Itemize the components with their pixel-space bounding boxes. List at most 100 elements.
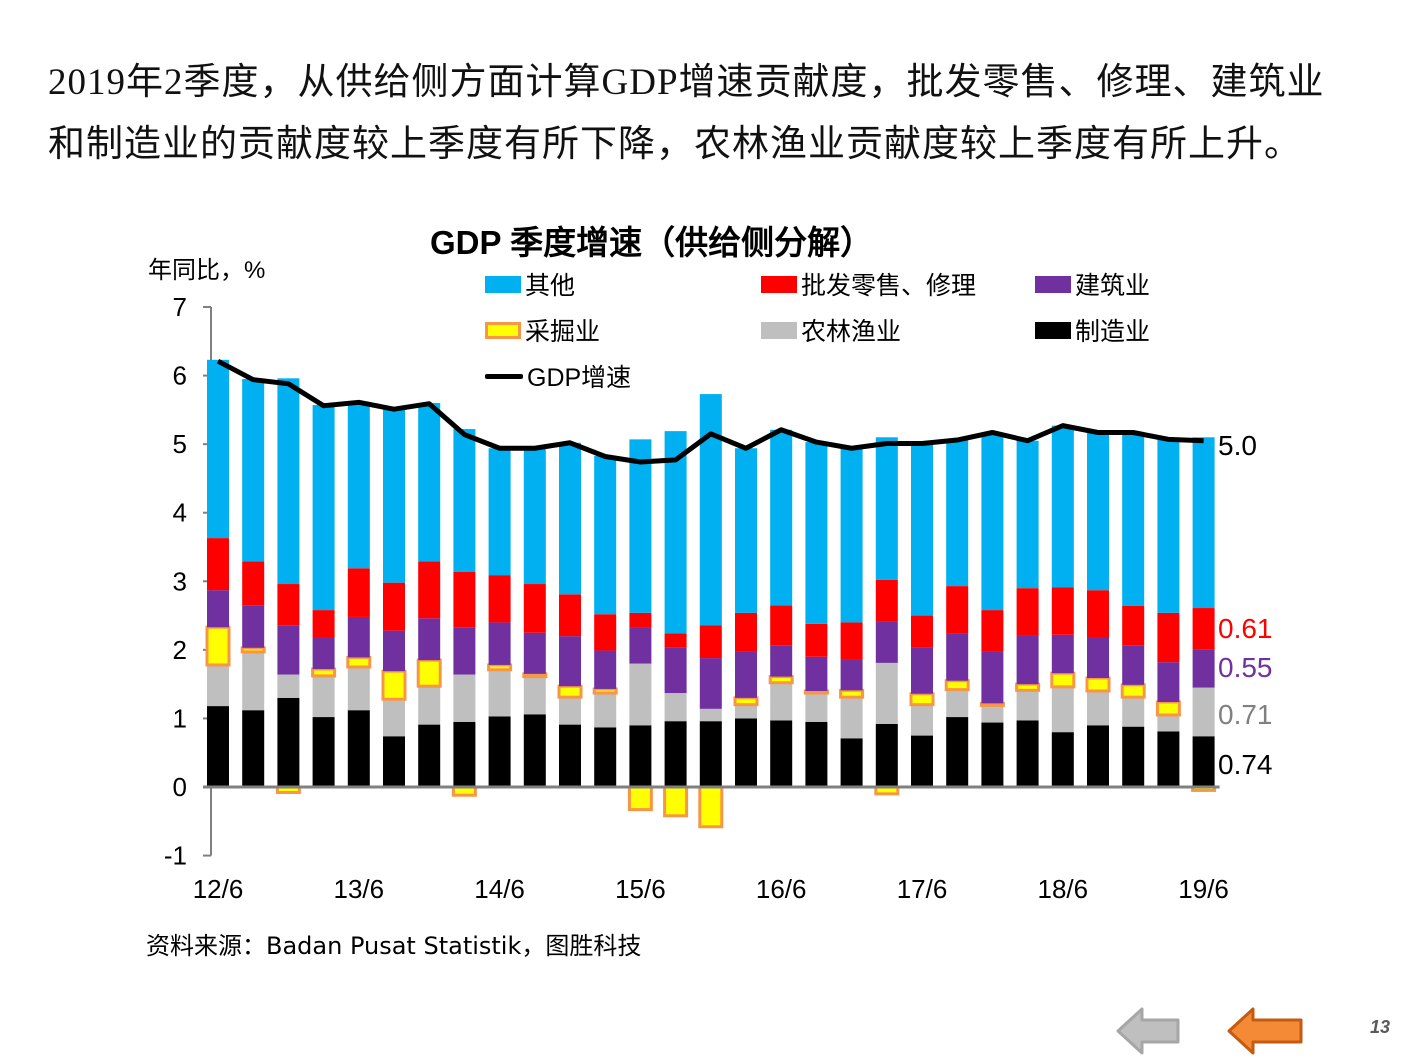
arrow-left-icon [1225,1005,1305,1057]
bar-segment-other [277,378,299,584]
page-number: 13 [1370,1017,1390,1038]
bar-segment-manufacturing [242,710,264,787]
bar-segment-wholesale [453,572,475,628]
bar-segment-mining [629,787,651,810]
bar-segment-other [1017,441,1039,588]
x-tick-label: 17/6 [897,874,948,904]
bar-segment-other [313,405,335,610]
bar-segment-construction [629,628,651,664]
bar-segment-manufacturing [946,717,968,787]
bar-segment-other [841,448,863,622]
bar-segment-other [559,443,581,595]
bar-segment-construction [700,658,722,709]
arrow-left-icon [1114,1005,1184,1057]
bar-segment-wholesale [735,613,757,652]
bar-segment-wholesale [770,605,792,645]
bar-segment-other [453,429,475,572]
bar-segment-construction [911,647,933,694]
bar-segment-construction [1122,646,1144,685]
bar-segment-manufacturing [1122,727,1144,787]
bar-segment-wholesale [841,622,863,659]
bar-segment-manufacturing [841,738,863,787]
x-tick-label: 14/6 [474,874,525,904]
source-note: 资料来源：Badan Pusat Statistik，图胜科技 [146,926,641,961]
bar-segment-agriculture [453,675,475,722]
x-tick-label: 16/6 [756,874,807,904]
bar-segment-mining [418,660,440,686]
bar-segment-wholesale [876,580,898,621]
bar-segment-agriculture [1193,688,1215,737]
y-tick-label: 2 [173,635,187,665]
bar-segment-wholesale [1157,613,1179,662]
y-tick-label: 5 [173,429,187,459]
annotation-manufacturing: 0.74 [1218,749,1273,780]
bar-segment-mining [489,665,511,670]
bar-segment-wholesale [348,568,370,617]
bar-segment-construction [770,646,792,677]
bar-segment-other [524,448,546,584]
bar-segment-manufacturing [665,721,687,787]
bar-segment-manufacturing [805,722,827,787]
bar-segment-mining [242,648,264,652]
x-tick-label: 12/6 [193,874,244,904]
bar-segment-construction [876,621,898,663]
bar-segment-manufacturing [770,720,792,787]
bar-segment-other [805,442,827,624]
bar-segment-manufacturing [735,718,757,787]
y-tick-label: 7 [173,292,187,322]
bar-segment-manufacturing [383,736,405,787]
bar-segment-construction [1157,662,1179,702]
bar-segment-other [735,448,757,613]
bar-segment-mining [559,686,581,697]
bar-segment-wholesale [805,624,827,657]
bar-segment-construction [1017,635,1039,684]
bar-segment-mining [1087,678,1109,691]
bar-segment-other [383,410,405,583]
bar-segment-construction [594,651,616,689]
bar-segment-agriculture [805,693,827,722]
bar-segment-construction [313,638,335,670]
bar-segment-other [1052,426,1074,588]
bar-segment-wholesale [911,616,933,648]
bar-segment-manufacturing [489,716,511,787]
bar-segment-other [207,360,229,538]
bar-segment-wholesale [946,586,968,633]
bar-segment-mining [348,657,370,667]
back-button[interactable] [1225,1005,1295,1057]
bar-segment-manufacturing [1193,736,1215,787]
bar-segment-mining [805,691,827,693]
previous-page-button[interactable] [1114,1005,1184,1057]
bar-segment-agriculture [348,667,370,710]
x-tick-label: 15/6 [615,874,666,904]
bar-segment-agriculture [277,675,299,698]
bar-segment-other [1193,437,1215,608]
bar-segment-other [876,437,898,580]
bar-segment-agriculture [1157,715,1179,731]
bar-segment-wholesale [418,561,440,618]
bar-segment-mining [665,787,687,816]
annotation-construction: 0.55 [1218,652,1273,683]
bar-segment-manufacturing [876,724,898,787]
bar-segment-manufacturing [981,723,1003,787]
bar-segment-other [1122,432,1144,605]
bar-segment-agriculture [665,693,687,721]
bar-segment-construction [841,659,863,690]
bar-segment-manufacturing [559,725,581,787]
bar-segment-mining [1122,685,1144,697]
bar-segment-other [981,432,1003,610]
bar-segment-agriculture [524,677,546,715]
bar-segment-agriculture [841,697,863,738]
bar-segment-other [594,456,616,614]
bar-segment-construction [735,652,757,698]
bar-segment-wholesale [1052,587,1074,634]
bar-segment-manufacturing [911,736,933,787]
bar-segment-mining [841,690,863,697]
y-tick-label: -1 [164,841,187,871]
bar-segment-agriculture [383,699,405,736]
bar-segment-manufacturing [207,706,229,787]
bar-segment-mining [981,703,1003,705]
bar-segment-wholesale [383,583,405,631]
bar-segment-wholesale [700,625,722,658]
bar-segment-construction [489,622,511,665]
bar-segment-wholesale [594,614,616,650]
